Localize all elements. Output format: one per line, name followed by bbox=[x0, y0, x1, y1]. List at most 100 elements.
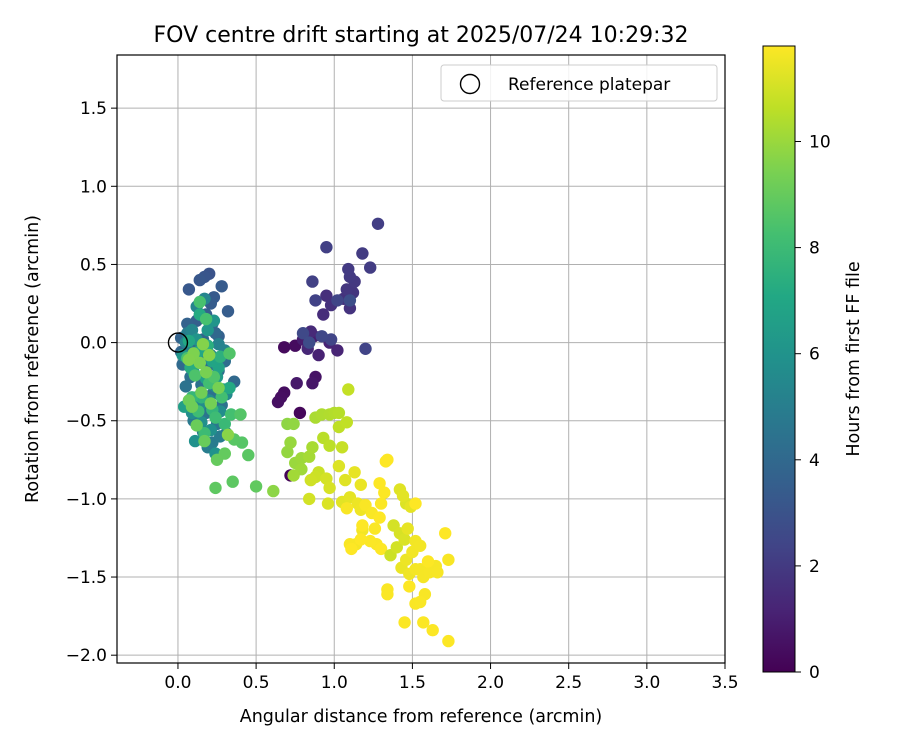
data-point bbox=[306, 441, 319, 454]
data-point bbox=[303, 492, 316, 506]
y-tick-label: −1.0 bbox=[66, 490, 107, 510]
data-point bbox=[324, 333, 338, 346]
data-point bbox=[284, 436, 297, 449]
data-point bbox=[426, 624, 439, 637]
data-point bbox=[340, 283, 353, 296]
data-point bbox=[188, 434, 202, 448]
data-point bbox=[296, 327, 310, 340]
x-tick-label: 0.0 bbox=[164, 673, 191, 693]
data-point bbox=[210, 453, 224, 466]
data-point bbox=[196, 338, 210, 351]
y-tick-label: −0.5 bbox=[66, 412, 107, 432]
data-point bbox=[304, 473, 317, 487]
colorbar-ticks: 0 2 4 6 8 10 bbox=[795, 132, 831, 683]
data-point bbox=[224, 408, 238, 421]
data-point bbox=[287, 417, 300, 431]
data-points bbox=[174, 217, 455, 648]
x-axis-ticks: 0.0 0.5 1.0 1.5 2.0 2.5 3.0 3.5 bbox=[164, 663, 739, 693]
data-point bbox=[401, 522, 414, 535]
colorbar-tick-label: 4 bbox=[809, 451, 820, 471]
data-point bbox=[320, 289, 333, 302]
data-point bbox=[342, 262, 355, 276]
data-point bbox=[221, 428, 235, 441]
data-point bbox=[309, 294, 322, 307]
data-point bbox=[332, 459, 346, 473]
data-point bbox=[323, 481, 336, 495]
x-tick-label: 2.5 bbox=[555, 673, 582, 693]
data-point bbox=[354, 478, 367, 491]
data-point bbox=[320, 241, 333, 254]
data-point bbox=[226, 475, 239, 488]
x-tick-label: 0.5 bbox=[243, 673, 270, 693]
data-point bbox=[223, 381, 236, 395]
x-tick-label: 3.0 bbox=[633, 673, 660, 693]
data-point bbox=[373, 477, 386, 490]
data-point bbox=[439, 527, 452, 540]
data-point bbox=[431, 566, 444, 579]
data-point bbox=[414, 539, 427, 552]
data-point bbox=[185, 323, 199, 337]
data-point bbox=[198, 434, 211, 448]
y-tick-label: −1.5 bbox=[66, 568, 107, 588]
data-point bbox=[373, 511, 386, 524]
y-tick-label: 0.5 bbox=[80, 255, 107, 275]
data-point bbox=[374, 542, 388, 556]
data-point bbox=[203, 348, 216, 362]
data-point bbox=[356, 519, 369, 532]
data-point bbox=[340, 416, 353, 429]
data-point bbox=[199, 312, 213, 326]
x-tick-label: 1.5 bbox=[399, 673, 426, 693]
data-point bbox=[321, 497, 335, 510]
y-tick-label: 1.0 bbox=[80, 177, 107, 197]
data-point bbox=[221, 305, 235, 318]
x-tick-label: 2.0 bbox=[477, 673, 504, 693]
data-point bbox=[234, 408, 247, 421]
data-point bbox=[249, 480, 263, 493]
data-point bbox=[271, 395, 285, 409]
data-point bbox=[343, 294, 357, 307]
data-point bbox=[204, 397, 217, 410]
data-point bbox=[359, 342, 372, 355]
data-point bbox=[417, 616, 430, 629]
data-point bbox=[398, 616, 411, 629]
data-point bbox=[303, 336, 316, 349]
data-point bbox=[368, 522, 382, 535]
data-point bbox=[364, 534, 377, 548]
plot-frame bbox=[116, 54, 726, 664]
x-tick-label: 1.0 bbox=[321, 673, 348, 693]
data-point bbox=[303, 450, 316, 463]
colorbar: 0 2 4 6 8 10 Hours from first FF file bbox=[762, 45, 864, 683]
colorbar-tick-label: 0 bbox=[809, 663, 820, 683]
data-point bbox=[287, 469, 300, 482]
data-point bbox=[242, 448, 255, 462]
data-point bbox=[293, 406, 307, 420]
data-point bbox=[209, 481, 222, 495]
data-point bbox=[381, 453, 394, 466]
colorbar-label: Hours from first FF file bbox=[844, 261, 864, 456]
data-point bbox=[267, 484, 280, 498]
chart-title: FOV centre drift starting at 2025/07/24 … bbox=[154, 23, 689, 48]
data-point bbox=[348, 466, 361, 479]
data-point bbox=[214, 350, 227, 363]
data-point bbox=[212, 381, 225, 395]
legend-marker-icon bbox=[459, 73, 481, 95]
x-tick-label: 3.5 bbox=[711, 673, 738, 693]
data-point bbox=[371, 217, 385, 230]
data-point bbox=[398, 533, 411, 546]
legend-label: Reference platepar bbox=[508, 75, 670, 95]
data-point bbox=[306, 377, 319, 390]
data-point bbox=[396, 489, 410, 502]
y-tick-label: 1.5 bbox=[80, 99, 107, 119]
data-point bbox=[356, 247, 369, 260]
data-point bbox=[390, 541, 403, 554]
data-point bbox=[317, 308, 330, 321]
data-point bbox=[199, 366, 213, 379]
x-axis-label: Angular distance from reference (arcmin) bbox=[240, 707, 603, 727]
data-point bbox=[218, 417, 231, 431]
data-point bbox=[179, 380, 192, 393]
y-axis-ticks: −2.0 −1.5 −1.0 −0.5 0.0 0.5 1.0 1.5 bbox=[66, 99, 117, 666]
y-tick-label: 0.0 bbox=[80, 334, 107, 354]
data-point bbox=[345, 542, 358, 556]
data-point bbox=[188, 369, 202, 382]
